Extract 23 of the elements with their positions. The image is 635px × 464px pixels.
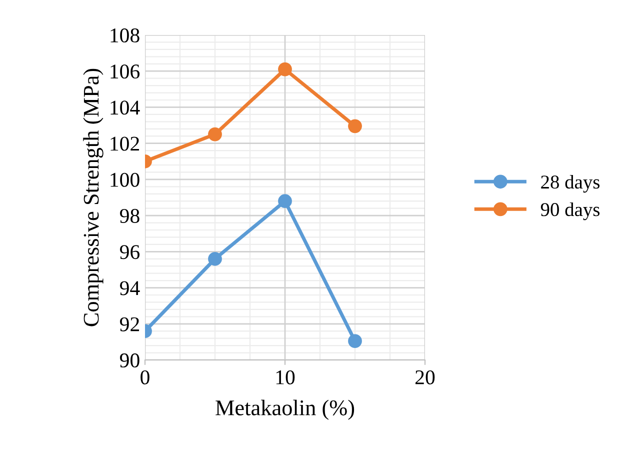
y-tick-label: 90 — [120, 353, 140, 368]
y-tick-label: 106 — [110, 64, 140, 79]
y-tick-label: 104 — [110, 100, 140, 115]
x-axis-title: Metakaolin (%) — [216, 400, 354, 420]
x-tick-label: 20 — [416, 370, 435, 384]
y-tick-label: 92 — [120, 317, 139, 332]
point — [348, 334, 362, 348]
x-tick-label: 0 — [140, 370, 150, 384]
point — [278, 194, 292, 208]
legend-label: 90 days — [540, 202, 600, 220]
y-tick-label: 94 — [120, 281, 140, 296]
y-tick-label: 108 — [110, 28, 140, 42]
x-tick-label: 10 — [276, 370, 295, 384]
point — [208, 127, 222, 142]
point — [348, 119, 362, 134]
legend-label: 28 days — [541, 174, 600, 193]
y-tick-label: 102 — [110, 136, 139, 151]
y-tick-label: 98 — [120, 208, 140, 223]
y-axis-title: Compressive Strength (MPa) — [83, 68, 104, 326]
y-tick-label: 100 — [110, 172, 140, 187]
point — [278, 62, 292, 76]
y-tick-label: 96 — [120, 245, 140, 260]
point — [208, 252, 222, 266]
